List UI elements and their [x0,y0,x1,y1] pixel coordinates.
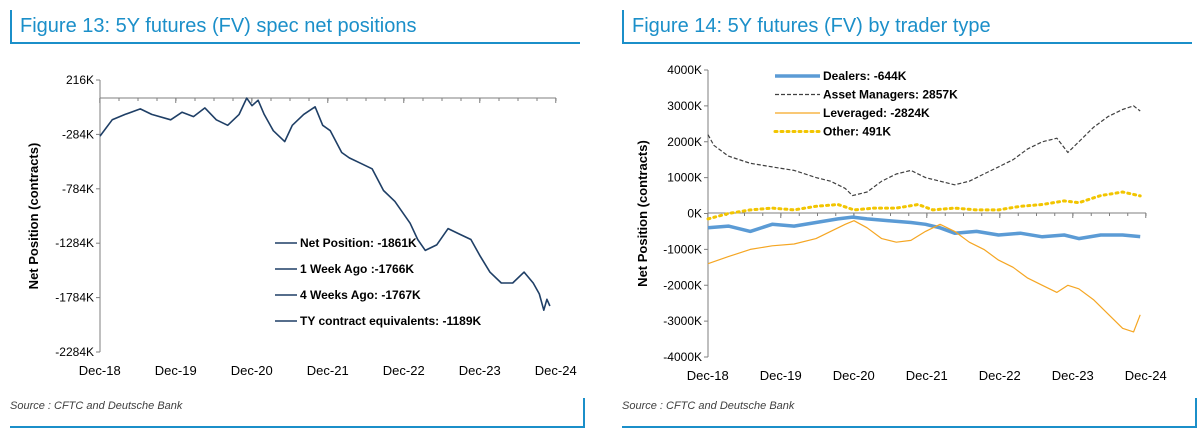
x-tick-label: Dec-20 [231,363,273,378]
x-tick-label: Dec-19 [760,368,802,383]
x-tick-label: Dec-18 [79,363,121,378]
legend-entry: Leveraged: -2824K [823,106,930,120]
x-tick-label: Dec-24 [535,363,577,378]
figure-14-source: Source : CFTC and Deutsche Bank [622,400,795,412]
y-tick-label: 1000K [667,171,702,185]
figure-13-panel: Figure 13: 5Y futures (FV) spec net posi… [0,0,590,436]
figure-14-bottom-tick [1195,398,1197,428]
legend-entry: Asset Managers: 2857K [823,88,958,102]
y-tick-label: -1784K [55,291,94,305]
y-tick-label: -284K [62,127,94,141]
figure-13-bottom-tick [583,398,585,428]
y-tick-label: -1284K [55,236,94,250]
x-tick-label: Dec-18 [687,368,729,383]
y-tick-label: -3000K [663,314,702,328]
x-tick-label: Dec-19 [155,363,197,378]
y-tick-label: 216K [66,73,94,87]
x-tick-label: Dec-20 [833,368,875,383]
figure-14-title: Figure 14: 5Y futures (FV) by trader typ… [622,10,1192,44]
y-tick-label: -784K [62,182,94,196]
figure-14-panel: Figure 14: 5Y futures (FV) by trader typ… [612,0,1202,436]
y-tick-label: 4000K [667,63,702,77]
figure-14-bottom-rule [622,426,1197,428]
series-line-dealers [707,215,1141,241]
y-tick-label: 3000K [667,99,702,113]
x-tick-label: Dec-23 [459,363,501,378]
y-tick-label: -4000K [663,350,702,364]
x-tick-label: Dec-21 [307,363,349,378]
x-tick-label: Dec-22 [383,363,425,378]
figure-13-title: Figure 13: 5Y futures (FV) spec net posi… [10,10,580,44]
legend-entry: TY contract equivalents: -1189K [300,314,482,328]
y-axis-label: Net Position (contracts) [635,140,650,287]
y-tick-label: -2284K [55,345,94,359]
series-line-asset-managers [707,105,1141,197]
x-tick-label: Dec-22 [979,368,1021,383]
y-tick-label: 0K [687,207,702,221]
legend-entry: Dealers: -644K [823,69,907,83]
x-tick-label: Dec-21 [906,368,948,383]
legend-entry: 4 Weeks Ago: -1767K [300,288,421,302]
x-tick-label: Dec-24 [1125,368,1167,383]
legend-entry: Other: 491K [823,125,891,139]
y-tick-label: -2000K [663,278,702,292]
y-tick-label: -1000K [663,242,702,256]
series-line-net-position [99,97,551,312]
figure-13-bottom-rule [10,426,585,428]
legend-entry: 1 Week Ago :-1766K [300,262,414,276]
legend-entry: Net Position: -1861K [300,236,417,250]
figure-14-chart: 4000K 3000K 2000K 1000K 0K -1000K -2000K -3000K… [635,63,1167,383]
series-line-other [706,190,1142,221]
y-tick-label: 2000K [667,135,702,149]
x-tick-label: Dec-23 [1052,368,1094,383]
y-axis-label: Net Position (contracts) [26,143,41,290]
figure-13-source: Source : CFTC and Deutsche Bank [10,400,183,412]
figure-13-chart: 216K -284K -784K -1284K -1784K -2284K Dec-18 De… [26,73,577,378]
series-line-leveraged [707,220,1141,333]
